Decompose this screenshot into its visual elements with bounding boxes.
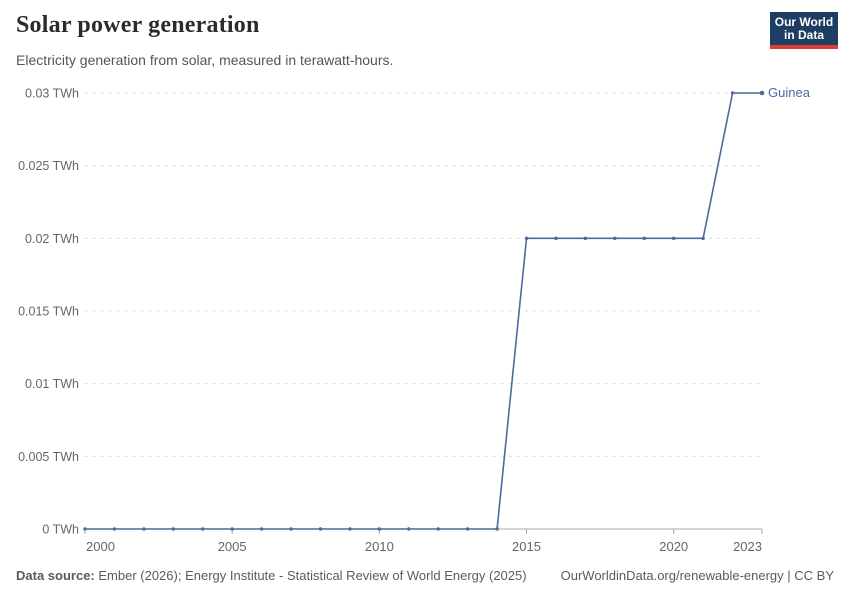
owid-logo[interactable]: Our World in Data: [770, 12, 838, 49]
x-tick-label: 2020: [659, 539, 688, 554]
data-point[interactable]: [465, 527, 470, 531]
owid-logo-line1: Our World: [774, 14, 834, 29]
data-point[interactable]: [583, 236, 588, 241]
chart-title: Solar power generation: [16, 12, 260, 38]
data-point[interactable]: [524, 236, 529, 241]
data-point[interactable]: [230, 527, 234, 531]
owid-logo-line2: in Data: [783, 27, 824, 42]
data-point[interactable]: [201, 527, 205, 531]
data-point[interactable]: [171, 527, 176, 531]
x-tick-label: 2000: [86, 539, 115, 554]
data-source-note: Data source: Ember (2026); Energy Instit…: [16, 568, 527, 583]
line-chart: 0 TWh 0.005 TWh 0.01 TWh 0.015 TWh 0.02 TWh 0…: [18, 87, 765, 554]
x-tick-label: 2023: [733, 539, 762, 554]
y-tick-label: 0.03 TWh: [25, 87, 79, 101]
data-point[interactable]: [348, 527, 352, 531]
data-point[interactable]: [318, 527, 323, 531]
chart-line-guinea[interactable]: [85, 92, 762, 530]
x-tick-label: 2015: [512, 539, 541, 554]
data-point[interactable]: [613, 236, 617, 241]
y-tick-label: 0.02 TWh: [25, 232, 79, 246]
x-tick-label: 2010: [365, 539, 394, 554]
series-label-guinea[interactable]: Guinea: [768, 85, 810, 100]
data-source-text[interactable]: Ember (2026); Energy Institute - Statist…: [94, 568, 527, 583]
data-point[interactable]: [289, 527, 293, 531]
chart-subtitle: Electricity generation from solar, measu…: [16, 52, 394, 68]
data-point[interactable]: [554, 236, 558, 241]
data-point[interactable]: [377, 527, 382, 531]
data-point[interactable]: [83, 527, 87, 531]
y-tick-label: 0.005 TWh: [18, 450, 79, 464]
data-point[interactable]: [642, 236, 646, 241]
data-point[interactable]: [112, 527, 117, 531]
y-tick-label: 0.01 TWh: [25, 377, 79, 391]
y-tick-label: 0.025 TWh: [18, 159, 79, 173]
data-point[interactable]: [142, 527, 146, 531]
footer-license-link[interactable]: OurWorldinData.org/renewable-energy | CC…: [560, 568, 834, 583]
data-source-label: Data source:: [16, 568, 95, 583]
y-tick-label: 0.015 TWh: [18, 305, 79, 319]
data-point[interactable]: [759, 90, 765, 96]
data-point[interactable]: [259, 527, 264, 531]
chart-footer: Data source: Ember (2026); Energy Instit…: [16, 568, 834, 583]
data-point[interactable]: [730, 91, 735, 95]
data-point[interactable]: [701, 236, 705, 241]
data-point[interactable]: [495, 527, 499, 531]
data-point[interactable]: [407, 527, 411, 531]
x-tick-label: 2005: [218, 539, 247, 554]
y-tick-label: 0 TWh: [42, 523, 79, 537]
data-point[interactable]: [436, 527, 440, 531]
data-point[interactable]: [671, 236, 676, 241]
